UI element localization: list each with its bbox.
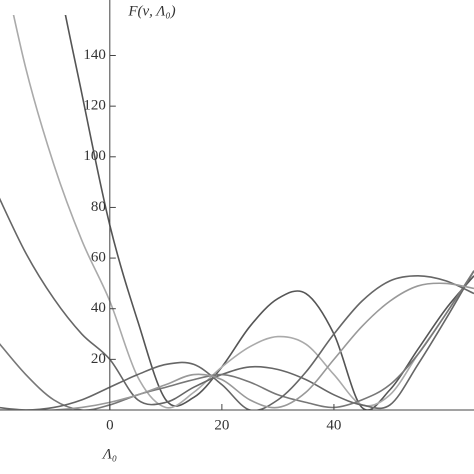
series-line — [64, 15, 474, 410]
y-tick-label: 20 — [91, 351, 106, 367]
y-tick-label: 120 — [83, 98, 106, 114]
x-tick-label: 40 — [326, 417, 341, 433]
y-axis-label: F(ν, Λ₀) — [127, 3, 175, 19]
series-line — [12, 15, 474, 409]
plot-area — [0, 15, 474, 410]
y-tick-label: 100 — [83, 148, 106, 164]
x-tick-label: 0 — [106, 417, 114, 433]
x-axis-label: Λ₀ — [101, 446, 117, 462]
x-tick-label: 20 — [214, 417, 229, 433]
series-line — [0, 275, 474, 410]
y-tick-label: 40 — [91, 300, 106, 316]
y-tick-label: 80 — [91, 199, 106, 215]
series-line — [0, 197, 474, 410]
series-line — [0, 282, 474, 410]
y-tick-label: 60 — [91, 250, 106, 266]
y-tick-label: 140 — [83, 47, 106, 63]
